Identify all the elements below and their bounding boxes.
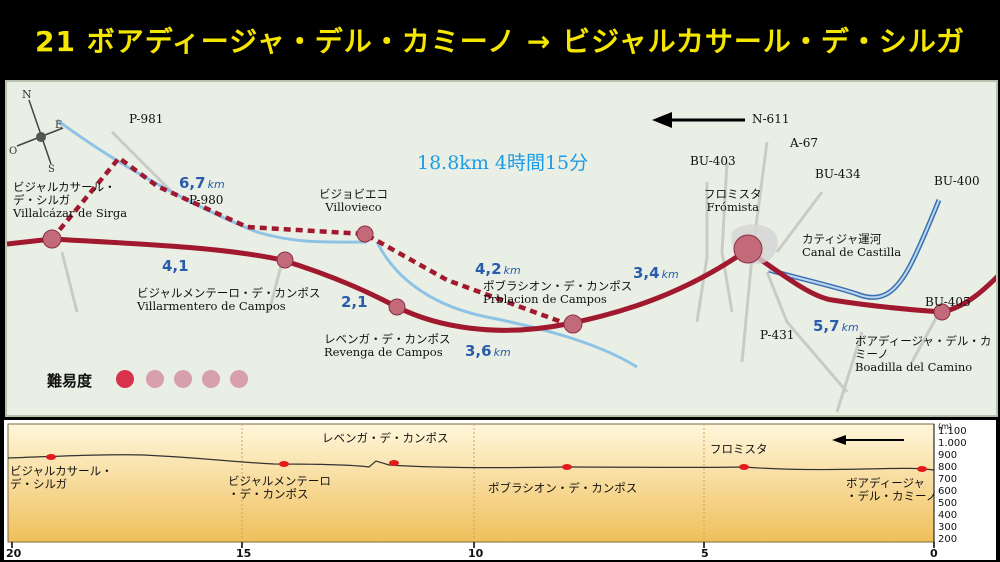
x-tick: 15 — [236, 547, 252, 560]
road-label-p431: P-431 — [760, 328, 795, 342]
place-revenga: レベンガ・デ・カンポス Revenga de Campos — [324, 332, 451, 359]
road-a67 — [720, 161, 734, 313]
profile-marker-poblacion — [562, 464, 572, 470]
page-title: 21 ボアディージャ・デル・カミーノ → ビジャルカサール・デ・シルガ — [35, 25, 965, 58]
y-tick: 700 — [938, 474, 958, 485]
route-map: 18.8km 4時間15分 N S E O P-981 P-980 N-611 … — [5, 80, 998, 417]
map-lines — [7, 112, 996, 413]
profile-arrow-icon — [832, 435, 904, 445]
x-tick: 0 — [930, 547, 938, 560]
distance-label: 5,7 km — [813, 317, 859, 335]
difficulty-shell-2 — [146, 370, 164, 388]
marker-poblacion — [563, 314, 583, 334]
profile-label-boadilla: ボアディージャ ・デル・カミーノ — [846, 476, 938, 503]
profile-label-revenga: レベンガ・デ・カンポス — [322, 431, 449, 445]
road-label-bu405: BU-405 — [925, 295, 971, 309]
compass-e: E — [55, 120, 62, 131]
y-tick: 1.100 — [938, 426, 967, 437]
marker-villarmentero — [276, 251, 294, 269]
road-label-bu434: BU-434 — [815, 167, 861, 181]
y-tick: 1.000 — [938, 438, 967, 449]
y-tick: 300 — [938, 522, 958, 533]
road-p431 — [765, 271, 849, 393]
compass-icon: N S E O — [9, 88, 64, 172]
marker-villalcazar — [42, 229, 62, 249]
difficulty-shell-1 — [116, 370, 134, 388]
y-unit: (m) — [938, 422, 953, 431]
place-villarmentero: ビジャルメンテーロ・デ・カンポス Villarmentero de Campos — [137, 286, 321, 313]
compass-n: N — [22, 88, 32, 101]
place-poblacion: ポブラシオン・デ・カンポス Prblacion de Campos — [483, 279, 633, 306]
y-tick: 600 — [938, 486, 958, 497]
place-canal: カティジャ運河 Canal de Castilla — [802, 232, 902, 259]
road-label-p980: P-980 — [189, 193, 224, 207]
profile-label-poblacion: ポブラシオン・デ・カンポス — [488, 481, 638, 495]
distance-label: 2,1 — [341, 293, 368, 311]
profile-label-villarmentero: ビジャルメンテーロ ・デ・カンポス — [228, 474, 331, 501]
distance-label: 4,2 km — [475, 260, 521, 278]
elevation-profile: ビジャルカサール・ デ・シルガ ビジャルメンテーロ ・デ・カンポス レベンガ・デ… — [4, 420, 996, 560]
road-label-bu403: BU-403 — [690, 154, 736, 168]
y-tick: 800 — [938, 462, 958, 473]
y-tick: 200 — [938, 534, 958, 545]
profile-marker-boadilla — [917, 466, 927, 472]
place-villovieco: ビジョビエコ Villovieco — [319, 187, 388, 214]
profile-marker-villarmentero — [279, 461, 289, 467]
road-bu405-south — [835, 331, 864, 413]
arrow-left-icon — [652, 112, 745, 128]
marker-villovieco — [356, 225, 374, 243]
difficulty-shell-5 — [230, 370, 248, 388]
place-fromista: フロミスタ Frómista — [704, 187, 762, 214]
marker-fromista — [733, 234, 763, 264]
compass-o: O — [9, 146, 17, 157]
title-bar: 21 ボアディージャ・デル・カミーノ → ビジャルカサール・デ・シルガ — [0, 0, 1000, 80]
road-label-bu400: BU-400 — [934, 174, 980, 188]
profile-label-fromista: フロミスタ — [710, 442, 768, 456]
road-villalcazar-south — [60, 251, 79, 313]
compass-s: S — [48, 164, 55, 172]
y-tick: 900 — [938, 450, 958, 461]
x-tick: 20 — [6, 547, 22, 560]
distance-label: 6,7 km — [179, 174, 225, 192]
main-route — [7, 236, 996, 333]
difficulty-icons — [116, 370, 248, 388]
profile-marker-fromista — [739, 464, 749, 470]
river-ucieza-2 — [375, 241, 638, 369]
place-boadilla: ボアディージャ・デル・カ ミーノ Boadilla del Camino — [855, 334, 992, 374]
distance-label: 3,6 km — [465, 342, 511, 360]
road-label-n611: N-611 — [752, 112, 790, 126]
road-label-p981: P-981 — [129, 112, 164, 126]
difficulty-shell-4 — [202, 370, 220, 388]
profile-marker-villalcazar — [46, 454, 56, 460]
road-bu403 — [695, 182, 709, 323]
road-bu434 — [775, 191, 824, 253]
marker-revenga — [388, 298, 406, 316]
road-villarmentero-south — [267, 261, 284, 313]
place-villalcazar: ビジャルカサール・ デ・シルガ Villalcázar de Sirga — [13, 180, 128, 220]
y-tick: 400 — [938, 510, 958, 521]
x-tick: 5 — [701, 547, 709, 560]
profile-label-villalcazar: ビジャルカサール・ デ・シルガ — [10, 464, 113, 491]
profile-marker-revenga — [389, 460, 399, 466]
x-tick: 10 — [468, 547, 484, 560]
elevation-line — [7, 454, 935, 471]
profile-chart — [7, 423, 935, 548]
road-p981 — [110, 130, 174, 194]
y-tick: 500 — [938, 498, 958, 509]
road-label-a67: A-67 — [790, 136, 818, 150]
difficulty-shell-3 — [174, 370, 192, 388]
marker-boadilla — [933, 303, 951, 321]
total-distance-time: 18.8km 4時間15分 — [417, 152, 589, 174]
distance-label: 3,4 km — [633, 264, 679, 282]
difficulty-label: 難易度 — [47, 372, 93, 390]
distance-label: 4,1 — [162, 257, 189, 275]
